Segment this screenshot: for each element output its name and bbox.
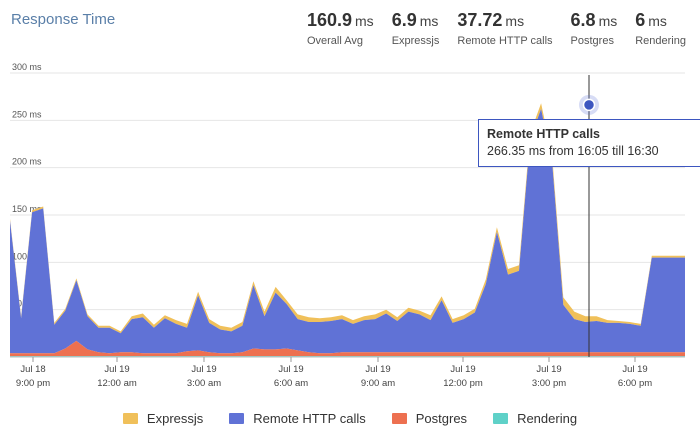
stat-label: Postgres	[570, 35, 614, 47]
stat-label: Expressjs	[391, 35, 440, 47]
stat-rendering: 6 ms Rendering	[635, 10, 686, 47]
y-tick-label: 250 ms	[12, 109, 42, 119]
stat-number: 37.72	[457, 10, 503, 30]
area-remote-http-calls	[10, 109, 685, 354]
legend-swatch-icon	[391, 413, 407, 424]
x-tick-time: 12:00 pm	[443, 378, 483, 389]
x-tick-time: 6:00 am	[274, 378, 308, 389]
x-tick-time: 12:00 am	[97, 378, 137, 389]
stat-overall-avg: 160.9 ms Overall Avg	[307, 10, 374, 47]
stat-value: 160.9 ms	[307, 10, 374, 31]
legend-label: Expressjs	[146, 411, 204, 426]
area-postgres	[10, 340, 685, 357]
stat-label: Rendering	[635, 35, 686, 47]
stat-label: Overall Avg	[306, 35, 364, 47]
y-tick-label: 200 ms	[12, 157, 42, 167]
x-tick-time: 3:00 am	[187, 378, 221, 389]
stat-postgres: 6.8 ms Postgres	[571, 10, 618, 47]
chart-legend: Expressjs Remote HTTP calls Postgres Ren…	[0, 411, 700, 426]
x-tick-date: Jul 19	[450, 364, 475, 375]
legend-item-rendering[interactable]: Rendering	[493, 411, 577, 426]
x-tick-date: Jul 19	[536, 364, 561, 375]
stat-remote-http: 37.72 ms Remote HTTP calls	[457, 10, 552, 47]
stat-unit: ms	[648, 13, 667, 29]
x-tick-date: Jul 19	[278, 364, 303, 375]
stat-number: 160.9	[306, 10, 353, 30]
x-tick-date: Jul 19	[365, 364, 390, 375]
x-tick-date: Jul 18	[20, 364, 45, 375]
x-tick-time: 9:00 am	[361, 378, 395, 389]
stat-expressjs: 6.9 ms Expressjs	[392, 10, 440, 47]
x-tick-date: Jul 19	[191, 364, 216, 375]
stat-value: 6.9 ms	[392, 10, 440, 31]
stat-unit: ms	[598, 13, 618, 29]
legend-swatch-icon	[229, 413, 245, 424]
stat-number: 6.9	[391, 10, 417, 30]
stat-unit: ms	[505, 13, 525, 29]
stat-value: 6 ms	[635, 10, 686, 31]
stat-value: 37.72 ms	[457, 10, 552, 31]
legend-label: Remote HTTP calls	[253, 411, 366, 426]
hover-point	[582, 98, 596, 112]
chart-title: Response Time	[11, 11, 116, 28]
stat-unit: ms	[419, 13, 439, 29]
tooltip-title: Remote HTTP calls	[487, 127, 601, 141]
summary-stats: 160.9 ms Overall Avg 6.9 ms Expressjs 37.7…	[289, 10, 686, 47]
x-tick-time: 3:00 pm	[532, 378, 566, 389]
legend-item-expressjs[interactable]: Expressjs	[122, 411, 204, 426]
legend-swatch-icon	[122, 413, 138, 424]
y-tick-label: 300 ms	[12, 62, 42, 72]
y-tick-label: 100 ms	[12, 251, 42, 261]
x-tick-date: Jul 19	[622, 364, 647, 375]
legend-label: Postgres	[415, 411, 468, 426]
stat-number: 6	[635, 10, 646, 30]
tooltip-body: 266.35 ms from 16:05 till 16:30	[487, 144, 659, 158]
stat-unit: ms	[355, 13, 374, 29]
x-tick-time: 6:00 pm	[618, 378, 652, 389]
legend-item-remote-http-calls[interactable]: Remote HTTP calls	[229, 411, 366, 426]
stat-label: Remote HTTP calls	[457, 35, 553, 47]
stat-value: 6.8 ms	[571, 10, 618, 31]
y-tick-label: 150 ms	[12, 204, 42, 214]
legend-label: Rendering	[517, 411, 578, 426]
x-tick-time: 9:00 pm	[16, 378, 50, 389]
legend-item-postgres[interactable]: Postgres	[391, 411, 468, 426]
hover-tooltip: Remote HTTP calls 266.35 ms from 16:05 t…	[478, 119, 700, 167]
stat-number: 6.8	[570, 10, 596, 30]
legend-swatch-icon	[493, 413, 509, 424]
x-tick-date: Jul 19	[104, 364, 129, 375]
